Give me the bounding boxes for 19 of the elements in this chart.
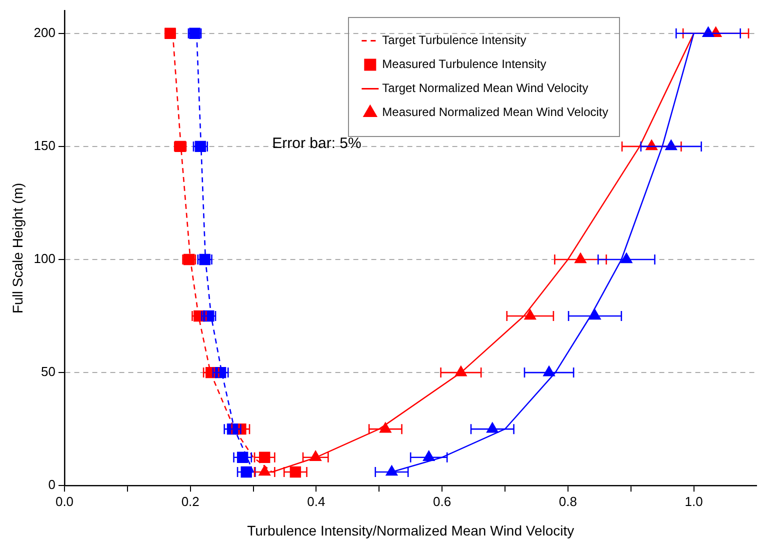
point xyxy=(702,26,714,38)
x-tick-label: 0.8 xyxy=(558,494,577,509)
x-tick-label: 1.0 xyxy=(684,494,703,509)
y-tick-label: 100 xyxy=(34,251,56,266)
x-tick-label: 0.6 xyxy=(433,494,452,509)
x-tick-label: 0.4 xyxy=(307,494,326,509)
y-tick-label: 150 xyxy=(34,138,56,154)
y-axis-title: Full Scale Height (m) xyxy=(9,182,26,314)
x-tick-label: 0.0 xyxy=(55,494,74,509)
y-tick-label: 50 xyxy=(41,364,56,380)
y-tick-label: 200 xyxy=(34,24,56,40)
legend-label: Measured Normalized Mean Wind Velocity xyxy=(382,105,608,120)
legend-label: Target Normalized Mean Wind Velocity xyxy=(382,81,588,96)
legend-label: Target Turbulence Intensity xyxy=(382,33,526,48)
x-tick-label: 0.2 xyxy=(181,494,200,509)
y-tick-label: 0 xyxy=(48,477,56,492)
annotation: Error bar: 5% xyxy=(272,134,362,152)
legend-label: Measured Turbulence Intensity xyxy=(382,57,546,72)
x-axis-title: Turbulence Intensity/Normalized Mean Wind Velocity xyxy=(247,522,574,538)
